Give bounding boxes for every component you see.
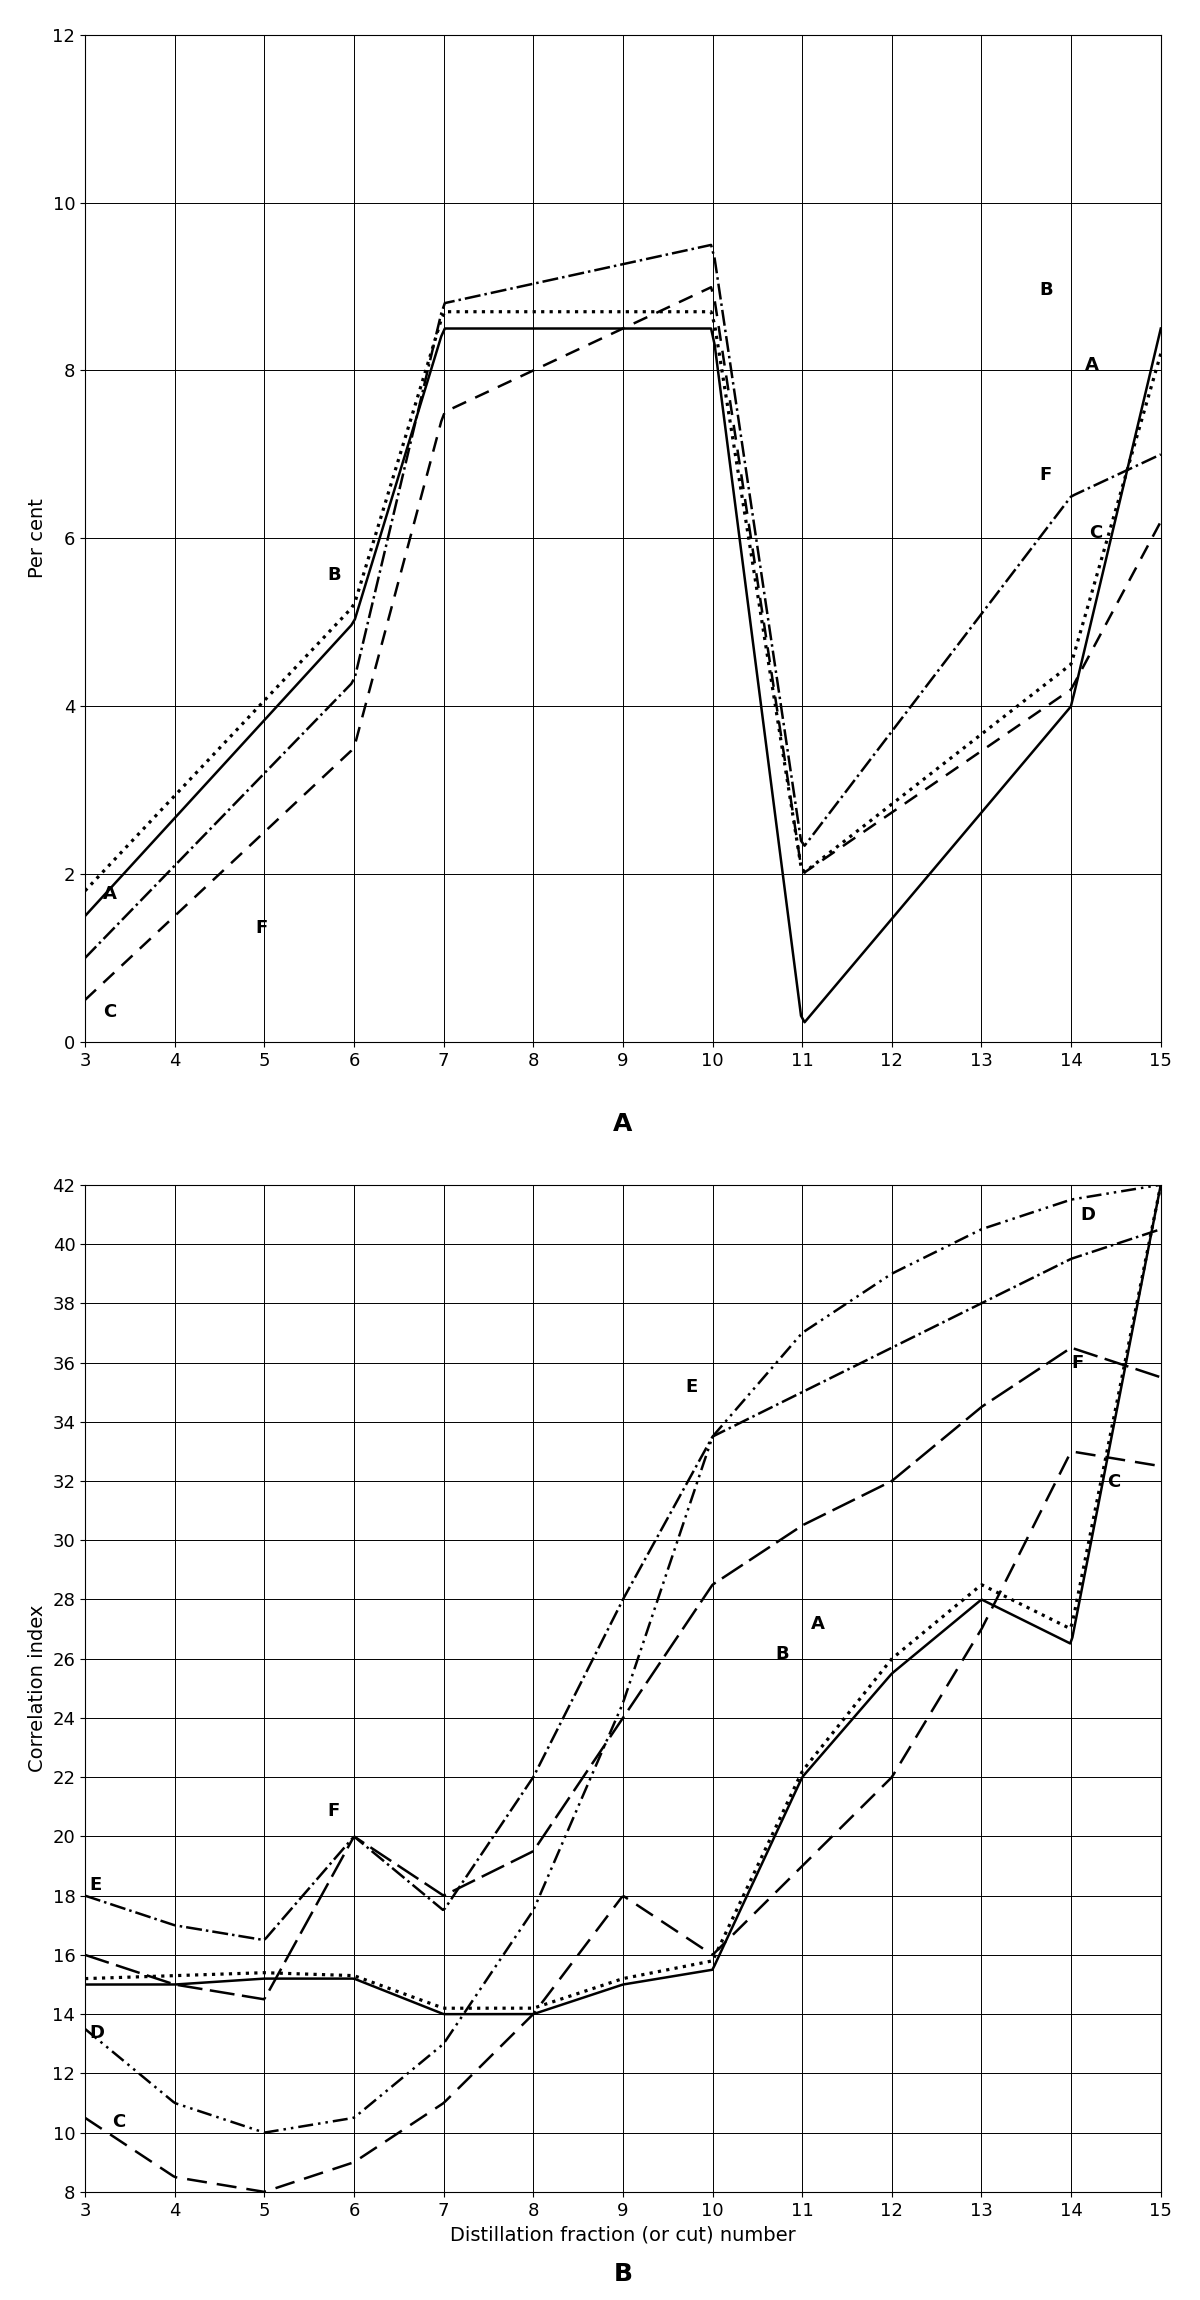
Text: C: C <box>103 1003 116 1021</box>
Text: A: A <box>1085 356 1098 375</box>
Text: E: E <box>90 1877 102 1893</box>
Text: B: B <box>775 1644 788 1663</box>
Text: B: B <box>1039 281 1054 299</box>
Y-axis label: Correlation index: Correlation index <box>28 1605 47 1771</box>
Text: D: D <box>1080 1205 1096 1224</box>
Text: A: A <box>811 1615 826 1633</box>
Text: C: C <box>1090 524 1103 543</box>
Text: A: A <box>613 1113 632 1136</box>
Text: C: C <box>1106 1472 1121 1490</box>
X-axis label: Distillation fraction (or cut) number: Distillation fraction (or cut) number <box>450 2224 796 2245</box>
Text: B: B <box>328 566 341 584</box>
Text: F: F <box>1072 1355 1084 1373</box>
Text: F: F <box>328 1801 340 1819</box>
Text: E: E <box>685 1378 698 1396</box>
Text: A: A <box>103 886 116 904</box>
Y-axis label: Per cent: Per cent <box>28 499 47 577</box>
Text: F: F <box>1039 465 1052 483</box>
Text: B: B <box>613 2263 632 2286</box>
Text: F: F <box>256 918 268 936</box>
Text: C: C <box>112 2114 125 2130</box>
Text: D: D <box>90 2024 104 2042</box>
